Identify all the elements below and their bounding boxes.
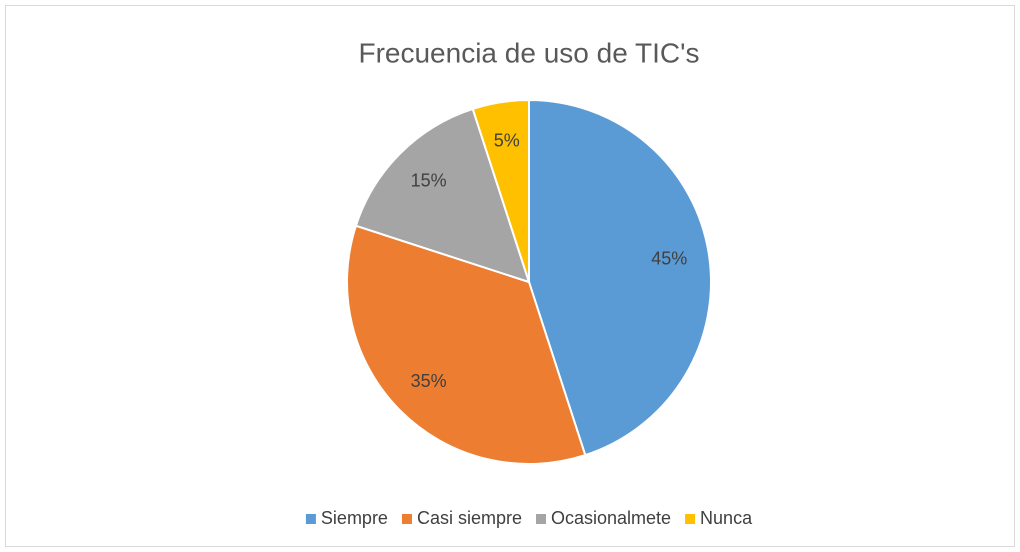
data-label: 15% [411, 170, 447, 190]
data-label: 5% [494, 131, 520, 151]
legend-label: Siempre [321, 508, 388, 528]
legend-swatch [401, 514, 412, 524]
data-label: 35% [411, 371, 447, 391]
pie-slice [346, 224, 587, 465]
legend-swatch [535, 514, 546, 524]
legend-label: Nunca [700, 508, 753, 528]
data-label: 45% [651, 249, 687, 269]
legend-label: Ocasionalmete [551, 508, 671, 528]
pie-slice [471, 98, 530, 283]
legend-label: Casi siempre [417, 508, 522, 528]
pie-slice [528, 98, 712, 457]
legend-swatch [305, 514, 316, 524]
legend-swatch [685, 514, 696, 524]
chart-title: Frecuencia de uso de TIC's [358, 37, 699, 68]
pie-slice [354, 107, 531, 284]
